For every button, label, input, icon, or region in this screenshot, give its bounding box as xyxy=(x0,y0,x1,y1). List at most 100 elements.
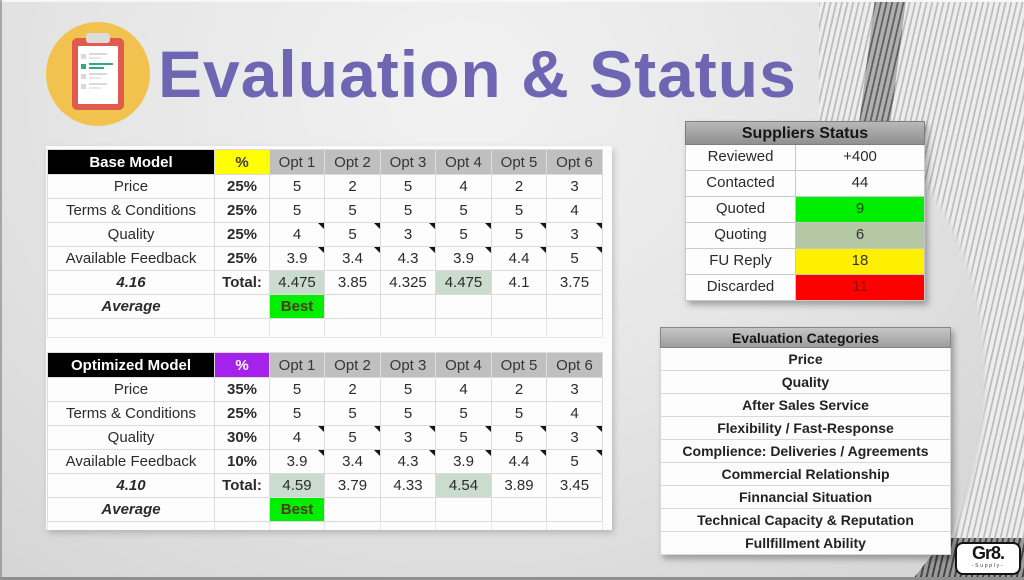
category-item: Complience: Deliveries / Agreements xyxy=(660,440,951,463)
category-item: Finnancial Situation xyxy=(660,486,951,509)
logo-subtext: -Supply- xyxy=(971,563,1005,569)
score-cell: 2 xyxy=(491,377,547,402)
status-row: FU Reply 18 xyxy=(685,249,925,275)
status-label: Discarded xyxy=(685,275,796,301)
score-cell: 4.4 xyxy=(491,246,547,271)
status-label: Contacted xyxy=(685,171,796,197)
option-column-header: Opt 5 xyxy=(491,149,547,175)
criteria-weight: 25% xyxy=(214,401,270,426)
suppliers-status-header: Suppliers Status xyxy=(685,121,925,145)
total-cell: 4.59 xyxy=(269,473,325,498)
criteria-weight: 10% xyxy=(214,449,270,474)
total-cell: 3.45 xyxy=(546,473,603,498)
checklist-row xyxy=(81,53,115,59)
score-cell: 3 xyxy=(546,222,603,247)
criteria-row: Quality 30% 4 5 3 5 5 3 xyxy=(47,425,603,450)
status-value: +400 xyxy=(796,145,925,171)
clipboard-icon xyxy=(46,22,150,126)
score-cell: 2 xyxy=(324,174,381,199)
option-column-header: Opt 6 xyxy=(546,352,603,378)
checklist-row-checked xyxy=(81,63,115,69)
score-cell: 5 xyxy=(269,401,325,426)
category-item: Quality xyxy=(660,371,951,394)
score-cell: 3.9 xyxy=(269,246,325,271)
status-value: 9 xyxy=(796,197,925,223)
criteria-row: Price 25% 5 2 5 4 2 3 xyxy=(47,174,603,199)
score-cell: 3.9 xyxy=(435,246,492,271)
category-item: After Sales Service xyxy=(660,394,951,417)
total-cell: 4.325 xyxy=(380,270,436,295)
score-cell: 4 xyxy=(269,222,325,247)
best-badge: Best xyxy=(269,497,325,522)
status-value: 44 xyxy=(796,171,925,197)
model-average-value: 4.10 xyxy=(47,473,215,498)
criteria-row: Price 35% 5 2 5 4 2 3 xyxy=(47,377,603,402)
category-item: Price xyxy=(660,348,951,371)
option-column-header: Opt 1 xyxy=(269,149,325,175)
average-label: Average xyxy=(47,497,215,522)
score-cell: 2 xyxy=(324,377,381,402)
score-cell: 5 xyxy=(269,198,325,223)
total-cell: 3.85 xyxy=(324,270,381,295)
score-cell: 4.3 xyxy=(380,246,436,271)
criteria-label: Price xyxy=(47,174,215,199)
optimized-model-table: Optimized Model% Opt 1 Opt 2 Opt 3 Opt 4 Opt … xyxy=(47,352,603,530)
total-row: 4.16 Total: 4.475 3.85 4.325 4.475 4.1 3.75 xyxy=(47,270,603,295)
checkbox-glyph xyxy=(81,73,86,79)
criteria-row: Available Feedback 10% 3.9 3.4 4.3 3.9 4.4 5 xyxy=(47,449,603,474)
total-cell: 4.475 xyxy=(435,270,492,295)
total-label: Total: xyxy=(214,270,270,295)
option-column-header: Opt 4 xyxy=(435,149,492,175)
average-label: Average xyxy=(47,294,215,319)
criteria-weight: 25% xyxy=(214,174,270,199)
score-cell: 5 xyxy=(380,198,436,223)
slide-bottom-edge xyxy=(0,577,1024,580)
score-cell: 5 xyxy=(491,425,547,450)
option-column-header: Opt 4 xyxy=(435,352,492,378)
status-value: 11 xyxy=(796,275,925,301)
score-cell: 5 xyxy=(380,401,436,426)
optimized-model-name: Optimized Model xyxy=(47,352,215,378)
gr8-supply-logo: Gr8. -Supply- xyxy=(955,542,1021,575)
score-cell: 5 xyxy=(435,198,492,223)
option-column-header: Opt 3 xyxy=(380,352,436,378)
status-row: Reviewed +400 xyxy=(685,145,925,171)
total-cell: 4.33 xyxy=(380,473,436,498)
option-column-header: Opt 2 xyxy=(324,149,381,175)
total-cell: 3.75 xyxy=(546,270,603,295)
evaluation-categories-header: Evaluation Categories xyxy=(660,327,951,348)
status-row: Discarded 11 xyxy=(685,275,925,301)
score-cell: 5 xyxy=(269,174,325,199)
suppliers-status-rows: Reviewed +400 Contacted 44 Quoted 9 Quoting 6 FU… xyxy=(685,145,925,301)
best-row: Average Best xyxy=(47,294,603,319)
status-value: 18 xyxy=(796,249,925,275)
score-cell: 5 xyxy=(435,401,492,426)
category-item: Commercial Relationship xyxy=(660,463,951,486)
score-cell: 4 xyxy=(546,401,603,426)
criteria-label: Available Feedback xyxy=(47,246,215,271)
score-cell: 5 xyxy=(435,222,492,247)
score-cell: 5 xyxy=(269,377,325,402)
total-cell: 4.1 xyxy=(491,270,547,295)
status-label: Quoting xyxy=(685,223,796,249)
score-cell: 3.4 xyxy=(324,246,381,271)
model-average-value: 4.16 xyxy=(47,270,215,295)
criteria-weight: 30% xyxy=(214,425,270,450)
optimized-model-grid: Optimized Model% Opt 1 Opt 2 Opt 3 Opt 4 Opt … xyxy=(47,352,603,530)
criteria-row: Quality 25% 4 5 3 5 5 3 xyxy=(47,222,603,247)
status-label: Reviewed xyxy=(685,145,796,171)
score-cell: 3.4 xyxy=(324,449,381,474)
total-label: Total: xyxy=(214,473,270,498)
checkbox-glyph xyxy=(81,83,86,89)
category-item: Technical Capacity & Reputation xyxy=(660,509,951,532)
score-cell: 5 xyxy=(324,401,381,426)
logo-text: Gr8. xyxy=(971,543,1005,563)
score-cell: 4 xyxy=(269,425,325,450)
page-title: Evaluation & Status xyxy=(158,37,797,111)
status-value: 6 xyxy=(796,223,925,249)
status-label: Quoted xyxy=(685,197,796,223)
total-row: 4.10 Total: 4.59 3.79 4.33 4.54 3.89 3.45 xyxy=(47,473,603,498)
score-cell: 4 xyxy=(546,198,603,223)
criteria-label: Terms & Conditions xyxy=(47,401,215,426)
